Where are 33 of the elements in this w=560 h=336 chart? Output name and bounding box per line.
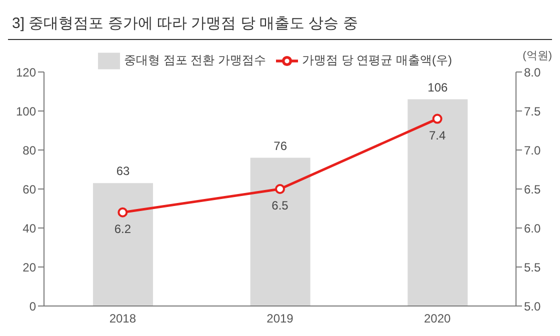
y-tick-label: 80	[22, 143, 36, 158]
data-label: 106	[428, 80, 448, 94]
y2-tick-label: 5.5	[524, 260, 542, 274]
y-tick-label: 120	[16, 65, 36, 80]
data-label: 6.2	[114, 222, 132, 236]
y2-axis-title: (억원)	[522, 49, 552, 63]
x-tick-label: 2019	[266, 312, 294, 326]
y-tick-label: 60	[22, 182, 36, 196]
data-label: 6.5	[272, 198, 289, 213]
x-tick-label: 2020	[424, 312, 452, 326]
y2-tick-label: 6.0	[524, 221, 542, 236]
legend-label: 가맹점 당 연평균 매출액(우)	[302, 53, 452, 68]
x-tick-label: 2018	[109, 312, 136, 326]
y2-tick-label: 6.5	[524, 182, 542, 196]
y2-tick-label: 7.0	[524, 143, 542, 158]
y-tick-label: 40	[22, 221, 36, 236]
y2-tick-label: 7.5	[524, 104, 542, 118]
bar	[250, 158, 310, 306]
data-label: 63	[116, 164, 130, 178]
y-tick-label: 100	[16, 104, 36, 118]
y-tick-label: 20	[22, 260, 36, 274]
point	[118, 207, 128, 218]
legend-label: 중대형 점포 전환 가맹점수	[124, 53, 266, 68]
data-label: 76	[274, 138, 288, 153]
point	[275, 184, 285, 194]
y2-tick-label: 5.0	[524, 299, 542, 314]
bar	[408, 99, 468, 306]
y-tick-label: 0	[29, 299, 36, 314]
chart-title: 3] 중대형점포 증가에 따라 가맹점 당 매출도 상승 중	[8, 8, 552, 40]
point	[432, 114, 442, 124]
data-label: 7.4	[428, 128, 446, 142]
y2-tick-label: 8.0	[524, 65, 542, 80]
bar	[93, 183, 153, 306]
